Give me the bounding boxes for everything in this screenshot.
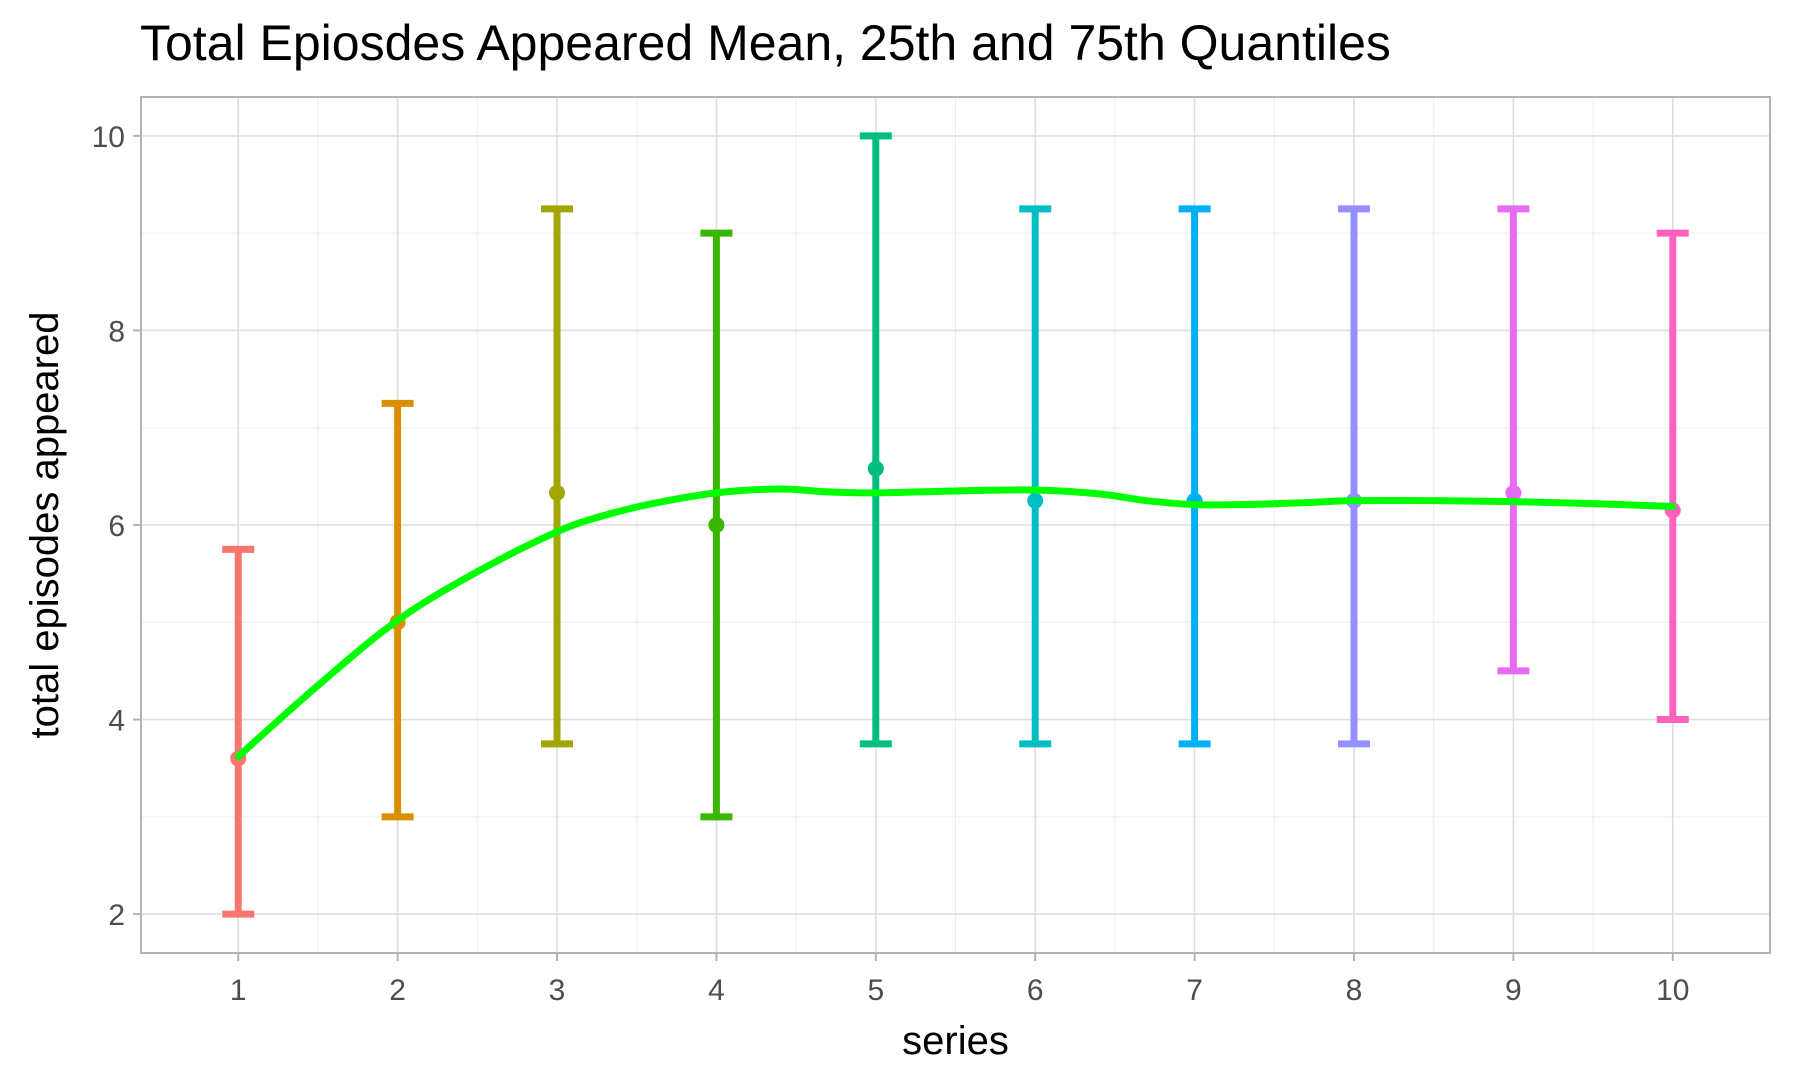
mean-point-5 (867, 460, 884, 477)
y-tick-label: 2 (108, 899, 125, 932)
mean-point-3 (549, 484, 566, 501)
errorbar-8 (1337, 205, 1370, 748)
x-tick-label: 1 (230, 974, 247, 1007)
mean-point-9 (1505, 484, 1522, 501)
x-tick-label: 10 (1656, 974, 1689, 1007)
y-axis-ticks: 2 4 6 8 10 (92, 121, 141, 932)
y-tick-label: 10 (92, 121, 125, 154)
x-tick-label: 9 (1505, 974, 1522, 1007)
x-tick-label: 4 (708, 974, 725, 1007)
y-tick-label: 8 (108, 315, 125, 348)
y-axis-title: total episodes appeared (23, 312, 67, 739)
x-tick-label: 5 (867, 974, 884, 1007)
errorbar-10 (1656, 229, 1689, 724)
chart-title: Total Epiosdes Appeared Mean, 25th and 7… (140, 15, 1391, 71)
y-tick-label: 6 (108, 510, 125, 543)
errorbar-6 (1019, 205, 1052, 748)
x-tick-label: 8 (1346, 974, 1363, 1007)
errorbar-9 (1497, 205, 1530, 675)
x-axis-title: series (902, 1019, 1009, 1063)
y-tick-label: 4 (108, 705, 125, 738)
x-axis-ticks: 1 2 3 4 5 6 7 8 9 10 (230, 953, 1689, 1007)
x-tick-label: 6 (1027, 974, 1044, 1007)
smooth-line-group (234, 485, 1677, 761)
errorbar-3 (541, 205, 574, 748)
mean-point-6 (1027, 492, 1044, 509)
x-tick-label: 2 (389, 974, 406, 1007)
errorbars (222, 132, 1689, 918)
x-tick-label: 3 (549, 974, 566, 1007)
errorbar-7 (1178, 205, 1211, 748)
errorbar-2 (381, 399, 414, 821)
smooth-line (234, 485, 1677, 761)
errorbar-1 (222, 545, 255, 918)
mean-point-4 (708, 517, 725, 533)
x-tick-label: 7 (1186, 974, 1203, 1007)
errorbar-5 (859, 132, 892, 748)
